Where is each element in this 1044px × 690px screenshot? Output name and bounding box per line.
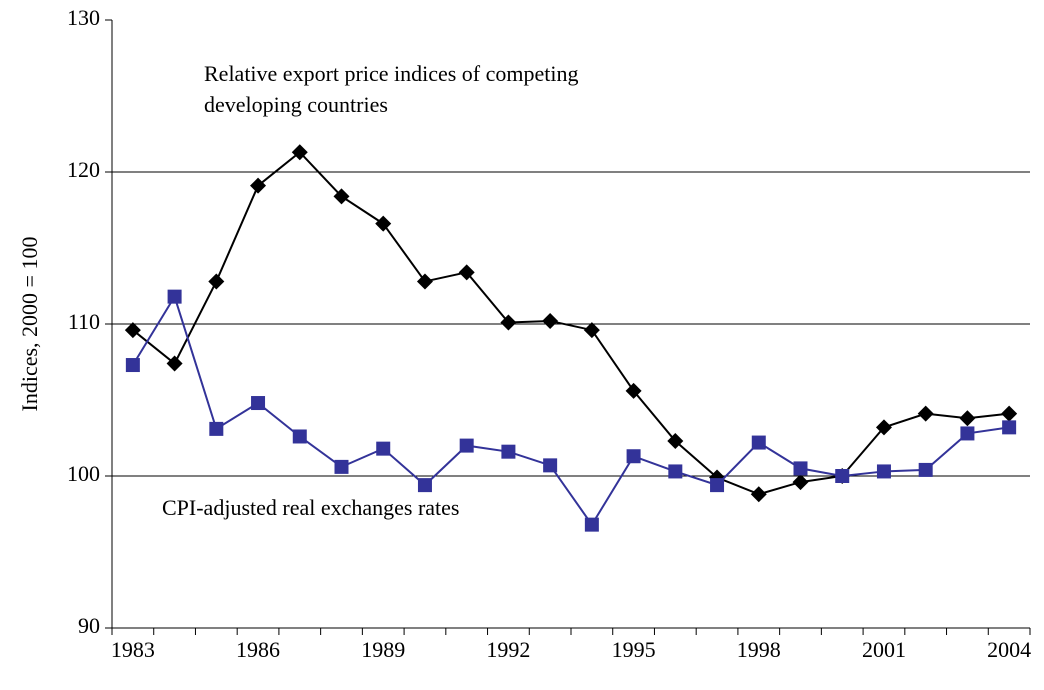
x-tick-label: 2001 (862, 637, 906, 662)
point-marker (416, 273, 433, 290)
x-tick-label: 1998 (737, 637, 781, 662)
point-marker (417, 478, 432, 493)
point-marker (625, 382, 642, 399)
point-marker (291, 144, 308, 161)
point-marker (543, 458, 558, 473)
point-marker (583, 322, 600, 339)
y-tick-label: 110 (68, 309, 100, 334)
y-tick-label: 130 (67, 5, 100, 30)
point-marker (835, 469, 850, 483)
series-annotation: CPI-adjusted real exchanges rates (162, 495, 460, 520)
y-tick-label: 100 (67, 461, 100, 486)
x-tick-label: 1989 (361, 637, 405, 662)
point-marker (584, 517, 599, 532)
point-marker (124, 322, 141, 339)
point-marker (792, 474, 809, 491)
point-marker (626, 449, 641, 464)
x-tick-label: 1992 (486, 637, 530, 662)
y-axis-label: Indices, 2000 = 100 (17, 237, 42, 412)
point-marker (793, 461, 808, 476)
point-marker (710, 478, 725, 493)
point-marker (458, 264, 475, 281)
point-marker (542, 312, 559, 329)
point-marker (667, 433, 684, 450)
x-tick-label: 1995 (612, 637, 656, 662)
series-line (132, 150, 1010, 496)
point-marker (376, 441, 391, 456)
point-marker (375, 215, 392, 232)
point-marker (208, 273, 225, 290)
x-tick-label: 2004 (987, 637, 1031, 662)
point-marker (501, 444, 516, 459)
point-marker (1002, 420, 1017, 435)
point-marker (250, 177, 267, 194)
point-marker (125, 358, 140, 373)
x-tick-label: 1986 (236, 637, 280, 662)
point-marker (167, 289, 182, 304)
point-marker (959, 410, 976, 427)
point-marker (960, 426, 975, 441)
point-marker (1001, 405, 1018, 422)
point-marker (500, 314, 517, 331)
point-marker (918, 462, 933, 477)
y-tick-label: 90 (78, 613, 100, 638)
point-marker (917, 405, 934, 422)
point-marker (875, 419, 892, 436)
point-marker (166, 355, 183, 372)
series-line (132, 294, 1010, 527)
point-marker (750, 486, 767, 503)
series-annotation: Relative export price indices of competi… (204, 61, 579, 117)
point-marker (292, 429, 307, 444)
point-marker (459, 438, 474, 453)
point-marker (209, 421, 224, 436)
x-tick-label: 1983 (111, 637, 155, 662)
point-marker (668, 464, 683, 479)
point-marker (751, 435, 766, 450)
point-marker (251, 396, 266, 411)
y-tick-label: 120 (67, 157, 100, 182)
point-marker (876, 464, 891, 479)
point-marker (334, 459, 349, 474)
point-marker (333, 188, 350, 205)
